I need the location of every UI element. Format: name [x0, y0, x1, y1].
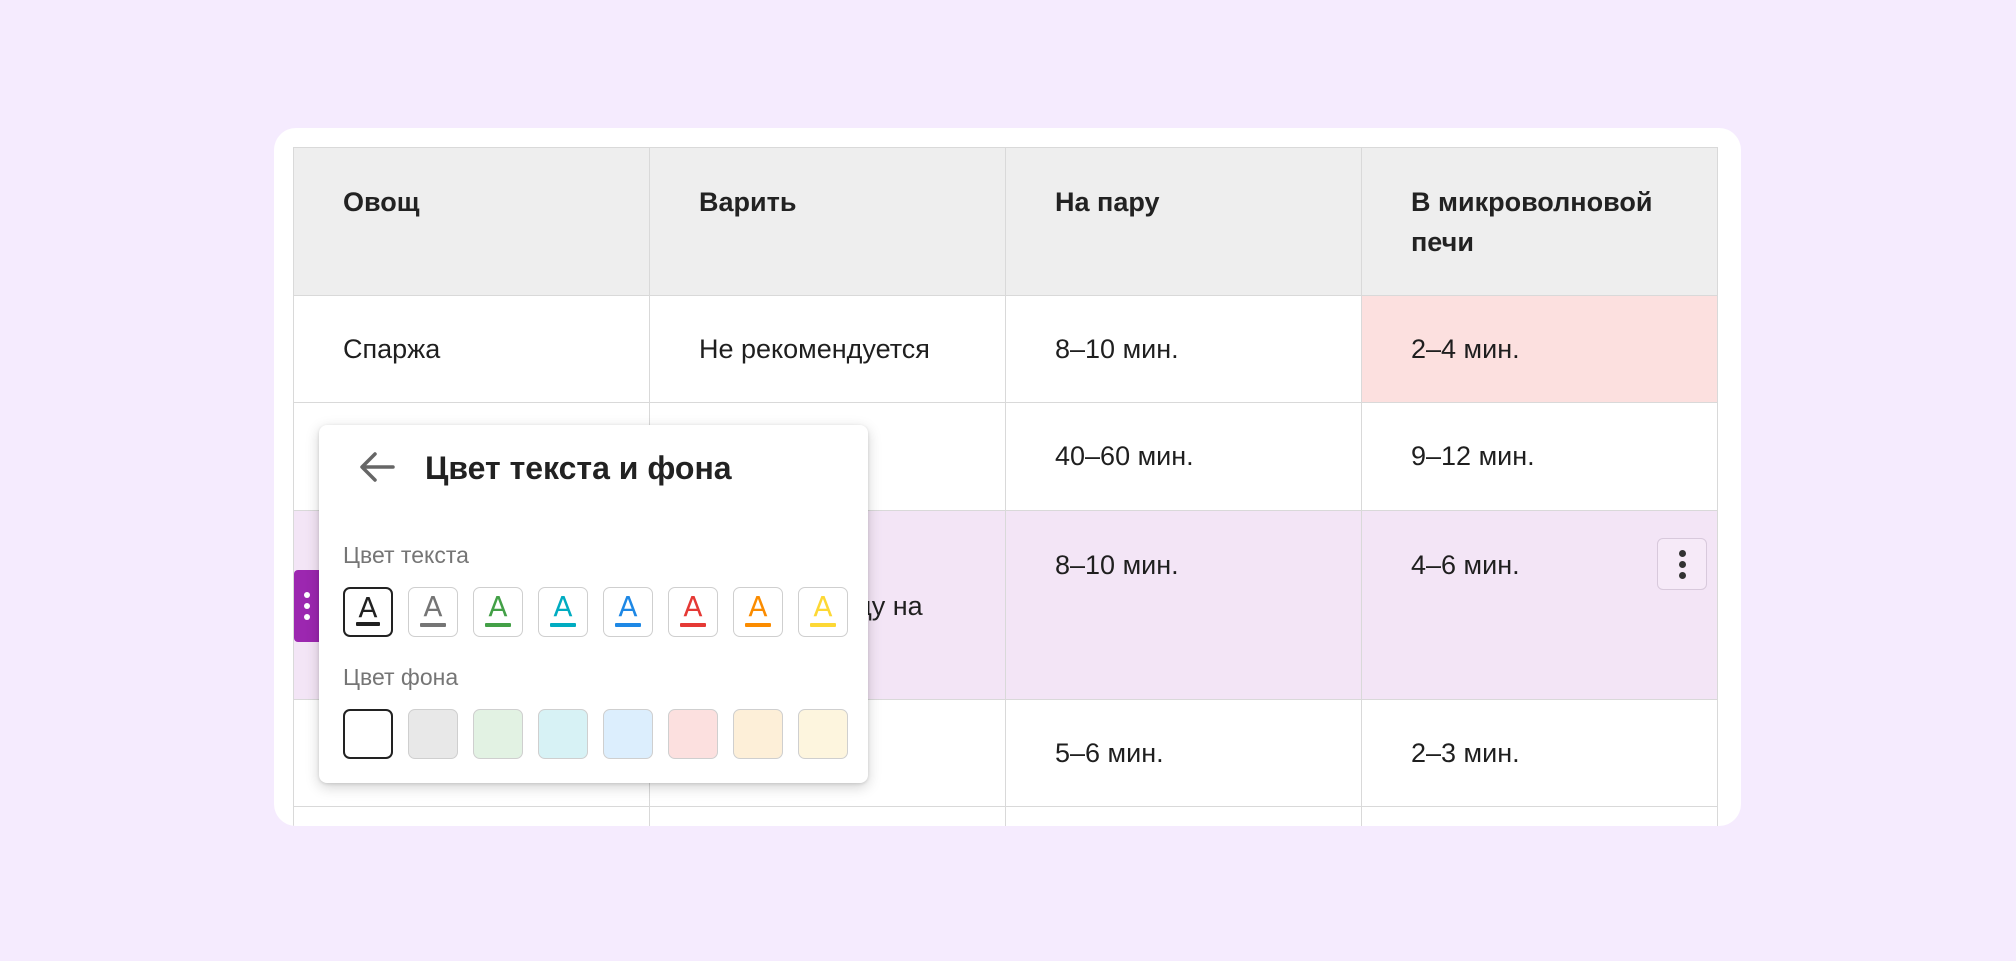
more-vert-icon[interactable]	[1657, 538, 1707, 590]
table-header-row: Овощ Варить На пару В микроволновой печи	[293, 147, 1718, 296]
bg-color-label: Цвет фона	[343, 664, 459, 690]
bg-color-swatch[interactable]	[668, 709, 718, 759]
text-color-glyph: A	[553, 590, 573, 623]
table-row	[293, 806, 1718, 826]
bg-color-swatch[interactable]	[408, 709, 458, 759]
text-color-swatch[interactable]: A	[603, 587, 653, 637]
table-cell[interactable]: Спаржа	[293, 295, 650, 403]
table-cell[interactable]	[649, 806, 1006, 826]
table-cell[interactable]: 8–10 мин.	[1005, 295, 1362, 403]
text-color-bar	[745, 623, 771, 627]
text-color-swatch[interactable]: A	[733, 587, 783, 637]
bg-color-swatch[interactable]	[538, 709, 588, 759]
table-cell[interactable]	[293, 806, 650, 826]
text-color-glyph: A	[748, 590, 768, 623]
table-cell[interactable]	[1361, 806, 1718, 826]
text-color-glyph: A	[423, 590, 443, 623]
text-color-swatch[interactable]: A	[668, 587, 718, 637]
text-color-glyph: A	[488, 590, 508, 623]
handle-dot	[303, 592, 310, 598]
bg-color-swatch[interactable]	[798, 709, 848, 759]
table-row: Спаржа Не рекомендуется 8–10 мин. 2–4 ми…	[293, 295, 1718, 403]
bg-color-swatches	[343, 709, 848, 759]
bg-color-swatch[interactable]	[733, 709, 783, 759]
text-color-swatch[interactable]: A	[473, 587, 523, 637]
drag-handle-icon[interactable]	[294, 570, 319, 642]
text-color-glyph: A	[813, 590, 833, 623]
highlighted-table-cell[interactable]: 2–4 мин.	[1361, 295, 1718, 403]
text-color-glyph: A	[618, 590, 638, 623]
header-cell[interactable]: На пару	[1005, 147, 1362, 296]
menu-dot	[1678, 560, 1686, 568]
bg-color-swatch[interactable]	[473, 709, 523, 759]
table-cell[interactable]: Не рекомендуется	[649, 295, 1006, 403]
table-cell[interactable]: 2–3 мин.	[1361, 699, 1718, 807]
handle-dot	[303, 614, 310, 620]
header-cell[interactable]: Варить	[649, 147, 1006, 296]
bg-color-swatch[interactable]	[343, 709, 393, 759]
text-color-bar	[356, 622, 380, 626]
menu-dot	[1678, 571, 1686, 579]
text-color-glyph: A	[683, 590, 703, 623]
text-color-bar	[680, 623, 706, 627]
text-color-bar	[810, 623, 836, 627]
arrow-left-icon[interactable]	[353, 443, 401, 491]
handle-dot	[303, 603, 310, 609]
popup-title: Цвет текста и фона	[425, 450, 732, 486]
table-cell[interactable]: 5–6 мин.	[1005, 699, 1362, 807]
table-cell[interactable]: 8–10 мин.	[1005, 510, 1362, 700]
bg-color-swatch[interactable]	[603, 709, 653, 759]
text-color-swatch[interactable]: A	[343, 587, 393, 637]
text-color-bar	[420, 623, 446, 627]
text-color-swatch[interactable]: A	[798, 587, 848, 637]
header-cell[interactable]: Овощ	[293, 147, 650, 296]
text-color-bar	[615, 623, 641, 627]
text-color-bar	[485, 623, 511, 627]
table-cell[interactable]: 9–12 мин.	[1361, 402, 1718, 511]
menu-dot	[1678, 549, 1686, 557]
text-color-bar	[550, 623, 576, 627]
table-cell[interactable]: 40–60 мин.	[1005, 402, 1362, 511]
text-color-swatch[interactable]: A	[408, 587, 458, 637]
text-color-swatch[interactable]: A	[538, 587, 588, 637]
text-color-glyph: A	[358, 591, 378, 624]
text-color-label: Цвет текста	[343, 542, 469, 568]
table-cell[interactable]	[1005, 806, 1362, 826]
header-cell[interactable]: В микроволновой печи	[1361, 147, 1718, 296]
